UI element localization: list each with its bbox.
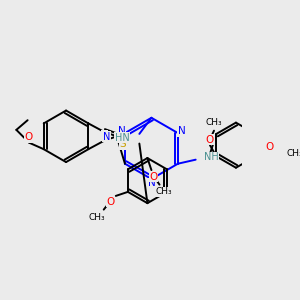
Text: O: O: [24, 132, 32, 142]
Text: CH₃: CH₃: [155, 188, 172, 196]
Text: N: N: [178, 126, 185, 136]
Text: O: O: [206, 134, 214, 145]
Text: O: O: [106, 196, 114, 207]
Text: N: N: [103, 132, 110, 142]
Text: CH₃: CH₃: [206, 118, 222, 127]
Text: N: N: [118, 126, 125, 136]
Text: NH: NH: [204, 152, 218, 162]
Text: CH₃: CH₃: [286, 149, 300, 158]
Text: CH₃: CH₃: [89, 213, 106, 222]
Text: S: S: [102, 131, 108, 141]
Text: S: S: [119, 140, 126, 149]
Text: O: O: [150, 172, 158, 182]
Text: HN: HN: [115, 133, 130, 143]
Text: O: O: [265, 142, 273, 152]
Text: N: N: [148, 178, 155, 188]
